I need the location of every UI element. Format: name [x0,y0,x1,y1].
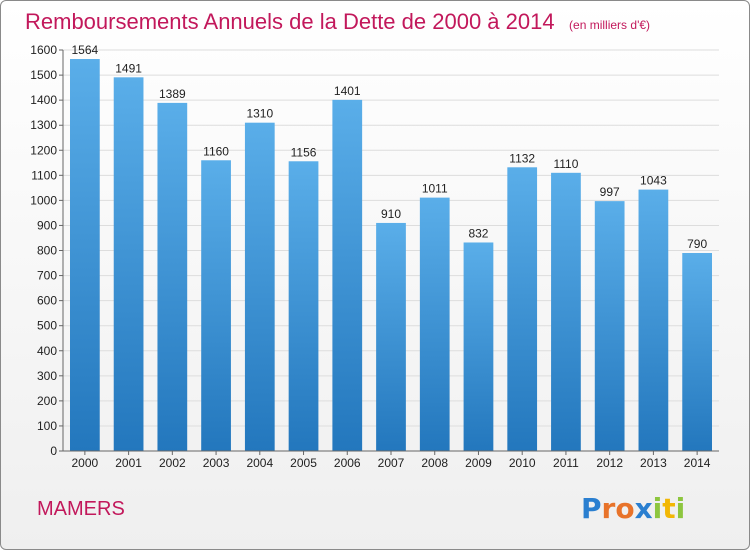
logo-letter: t [662,492,675,525]
bar-2004 [244,122,275,452]
x-tick-label: 2000 [72,456,99,470]
data-label-2012: 997 [600,185,620,199]
bar-2012 [594,201,625,451]
y-tick-label: 600 [37,294,57,308]
y-tick-label: 1400 [30,93,57,107]
x-tick-label: 2010 [509,456,536,470]
unit-note: (en milliers d'€) [569,18,650,32]
logo-letter: o [615,492,634,525]
data-label-2000: 1564 [72,43,99,57]
logo-letter: x [635,492,653,525]
logo-letter: i [653,492,663,525]
data-label-2001: 1491 [115,61,142,75]
data-label-2014: 790 [687,237,707,251]
x-tick-label: 2014 [684,456,711,470]
bar-2006 [332,99,363,451]
y-tick-label: 400 [37,344,57,358]
x-tick-label: 2006 [334,456,361,470]
y-tick-label: 200 [37,394,57,408]
x-tick-label: 2004 [246,456,273,470]
y-tick-label: 1300 [30,118,57,132]
x-tick-label: 2009 [465,456,492,470]
y-tick-label: 1200 [30,143,57,157]
x-tick-label: 2007 [378,456,405,470]
y-tick-label: 300 [37,369,57,383]
data-label-2004: 1310 [246,107,273,121]
bar-2000 [69,59,100,452]
bar-2013 [638,189,669,451]
x-tick-label: 2008 [421,456,448,470]
x-tick-label: 2002 [159,456,186,470]
logo-letter: P [581,492,602,525]
y-axis-ticks: 0 100 200 300 400 500 600 700 800 900 1000 1100 1200… [30,43,63,458]
y-tick-label: 1100 [31,168,57,182]
y-tick-label: 1000 [30,193,57,207]
bar-2014 [682,253,713,451]
y-tick-label: 800 [37,244,57,258]
bar-2009 [463,242,494,451]
x-tick-label: 2011 [553,456,579,470]
bar-2003 [201,160,231,451]
commune-name: MAMERS [37,498,125,520]
chart-title: Remboursements Annuels de la Dette de 20… [25,9,650,34]
x-tick-label: 2001 [115,456,142,470]
x-tick-label: 2013 [640,456,667,470]
x-tick-label: 2003 [203,456,230,470]
data-label-2002: 1389 [159,87,186,101]
data-label-2011: 1110 [553,157,578,171]
y-tick-label: 700 [37,269,57,283]
y-tick-label: 900 [37,218,57,232]
data-label-2010: 1132 [509,151,535,165]
data-label-2006: 1401 [334,84,361,98]
y-tick-label: 1600 [30,43,57,57]
x-axis-ticks: 2000 2001 2002 2003 2004 2005 2006 2007 2008 2009… [72,451,711,470]
data-label-2009: 832 [468,226,488,240]
bar-2010 [507,167,538,452]
proxiti-logo: Proxiti [581,492,685,525]
bars: 1564 1491 1389 1160 1310 1156 1401 910 1011 832 11… [69,43,713,452]
logo-letter: r [602,492,616,525]
logo-letter: i [676,492,686,525]
y-tick-label: 100 [37,419,57,433]
data-label-2005: 1156 [291,145,317,159]
bar-2007 [376,222,406,451]
y-tick-label: 0 [50,444,57,458]
y-tick-label: 500 [37,319,57,333]
data-label-2013: 1043 [640,174,667,188]
data-label-2008: 1011 [422,182,448,196]
x-tick-label: 2012 [596,456,623,470]
x-tick-label: 2005 [290,456,317,470]
data-label-2007: 910 [381,207,401,221]
axes [62,50,719,452]
y-tick-label: 1500 [30,68,57,82]
bar-2008 [419,197,450,451]
bar-2011 [551,172,581,451]
data-label-2003: 1160 [203,144,229,158]
bar-2002 [157,102,188,452]
bar-2005 [288,161,319,451]
bar-2001 [113,77,144,452]
